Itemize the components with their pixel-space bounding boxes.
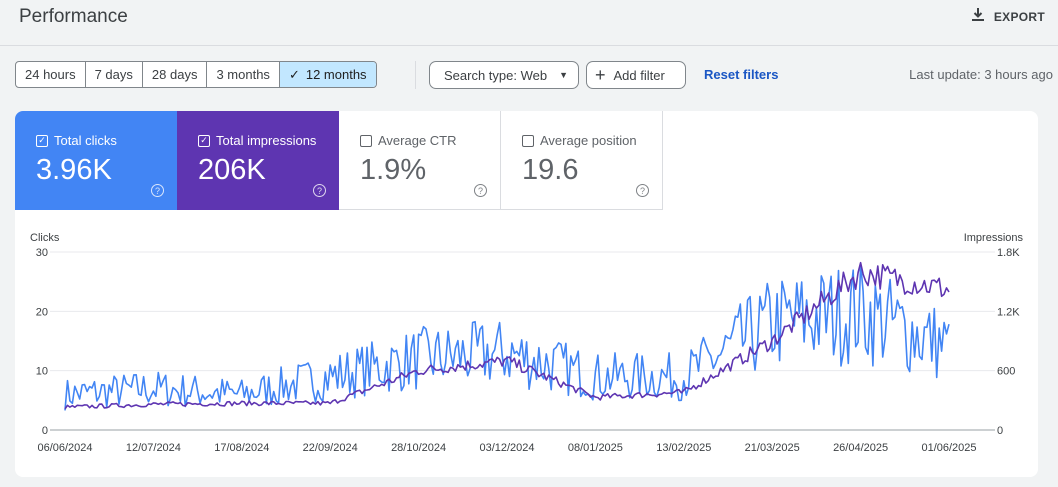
plus-icon: + <box>595 65 606 85</box>
range-12-months-label: 12 months <box>305 67 367 82</box>
date-range-selector: 24 hours 7 days 28 days 3 months ✓ 12 mo… <box>15 61 377 88</box>
range-3-months[interactable]: 3 months <box>207 62 280 87</box>
metric-value: 3.96K <box>36 154 112 186</box>
range-7-days[interactable]: 7 days <box>86 62 143 87</box>
download-icon <box>970 7 986 28</box>
metric-average-ctr[interactable]: Average CTR 1.9% ? <box>339 111 501 210</box>
help-icon[interactable]: ? <box>313 184 326 197</box>
export-label: EXPORT <box>993 10 1045 24</box>
metric-label: Total impressions <box>216 133 317 148</box>
metric-label: Average position <box>540 133 637 148</box>
search-type-dropdown[interactable]: Search type: Web ▼ <box>429 61 579 89</box>
left-tick-label: 20 <box>36 306 48 318</box>
range-28-days[interactable]: 28 days <box>143 62 208 87</box>
left-tick-label: 30 <box>36 247 48 259</box>
right-tick-label: 0 <box>997 425 1003 437</box>
x-tick-label: 17/08/2024 <box>214 442 269 454</box>
metric-total-impressions[interactable]: ✓ Total impressions 206K ? <box>177 111 339 210</box>
right-tick-label: 1.8K <box>997 247 1020 259</box>
metric-total-clicks[interactable]: ✓ Total clicks 3.96K ? <box>15 111 177 210</box>
add-filter-button[interactable]: + Add filter <box>586 61 686 89</box>
checkmark-icon: ✓ <box>288 66 300 82</box>
page-title: Performance <box>19 6 128 27</box>
metric-value: 206K <box>198 154 266 186</box>
left-tick-label: 10 <box>36 366 48 378</box>
reset-filters-link[interactable]: Reset filters <box>704 67 779 82</box>
impressions-series-line <box>64 261 950 410</box>
filter-toolbar: 24 hours 7 days 28 days 3 months ✓ 12 mo… <box>0 61 1058 89</box>
right-tick-label: 600 <box>997 366 1015 378</box>
x-tick-label: 01/06/2025 <box>921 442 976 454</box>
page-header: Performance EXPORT <box>0 0 1058 46</box>
x-tick-label: 12/07/2024 <box>126 442 181 454</box>
help-icon[interactable]: ? <box>151 184 164 197</box>
range-24-hours[interactable]: 24 hours <box>16 62 86 87</box>
range-12-months[interactable]: ✓ 12 months <box>279 62 376 87</box>
x-tick-label: 21/03/2025 <box>745 442 800 454</box>
dropdown-caret-icon: ▼ <box>559 70 569 80</box>
x-tick-label: 22/09/2024 <box>303 442 358 454</box>
metric-value: 1.9% <box>360 154 427 186</box>
x-tick-label: 26/04/2025 <box>833 442 888 454</box>
left-axis-label: Clicks <box>30 232 60 244</box>
metric-label: Total clicks <box>54 133 117 148</box>
metric-average-position[interactable]: Average position 19.6 ? <box>501 111 663 210</box>
metric-value: 19.6 <box>522 154 579 186</box>
last-update-text: Last update: 3 hours ago <box>909 67 1053 82</box>
toolbar-divider <box>415 61 416 89</box>
left-tick-label: 0 <box>42 425 48 437</box>
x-tick-label: 28/10/2024 <box>391 442 446 454</box>
x-tick-label: 13/02/2025 <box>656 442 711 454</box>
export-button[interactable]: EXPORT <box>970 6 1045 28</box>
checkbox-unchecked-icon[interactable] <box>360 134 372 147</box>
right-tick-label: 1.2K <box>997 306 1020 318</box>
metric-label: Average CTR <box>378 133 457 148</box>
search-type-label: Search type: Web <box>444 67 548 83</box>
checkbox-checked-icon[interactable]: ✓ <box>36 134 48 147</box>
x-tick-label: 06/06/2024 <box>37 442 92 454</box>
x-tick-label: 03/12/2024 <box>479 442 534 454</box>
help-icon[interactable]: ? <box>636 184 649 197</box>
performance-card: ✓ Total clicks 3.96K ? ✓ Total impressions… <box>15 111 1038 477</box>
checkbox-unchecked-icon[interactable] <box>522 134 534 147</box>
x-tick-label: 08/01/2025 <box>568 442 623 454</box>
checkbox-checked-icon[interactable]: ✓ <box>198 134 210 147</box>
performance-chart: 0 0 10 600 20 1.2K 30 1.8K Clicks Impressions 06/0… <box>30 232 1024 454</box>
help-icon[interactable]: ? <box>474 184 487 197</box>
clicks-series-line <box>64 262 950 411</box>
add-filter-label: Add filter <box>613 67 665 83</box>
right-axis-label: Impressions <box>964 232 1024 244</box>
